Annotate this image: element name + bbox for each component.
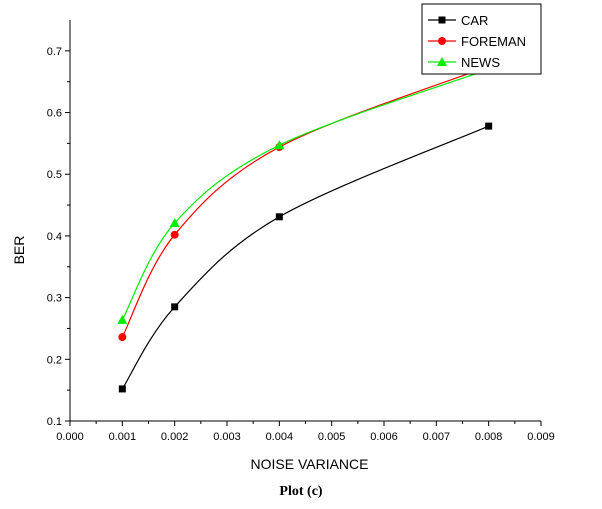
y-axis-title: BER [11, 236, 27, 265]
y-tick-label: 0.1 [47, 416, 62, 428]
legend-label-news: NEWS [461, 55, 500, 70]
data-point-news [169, 217, 180, 227]
x-tick-label: 0.001 [109, 431, 137, 443]
x-tick-label: 0.004 [266, 431, 294, 443]
series-line-news [121, 68, 489, 321]
x-tick-label: 0.006 [370, 431, 398, 443]
series-car [118, 122, 493, 393]
data-point-foreman [118, 333, 127, 342]
x-tick-label: 0.009 [527, 431, 555, 443]
x-axis-title: NOISE VARIANCE [251, 456, 369, 472]
y-tick-label: 0.6 [47, 108, 62, 120]
x-tick-label: 0.007 [423, 431, 451, 443]
legend: CAR FOREMAN NEWS [421, 3, 542, 75]
x-tick-label: 0.005 [318, 431, 346, 443]
legend-marker-foreman [438, 37, 446, 45]
data-point-news [274, 140, 285, 150]
series-line-foreman [121, 65, 489, 338]
data-point-foreman [170, 230, 179, 239]
series-line-car [121, 125, 489, 390]
series-news [117, 64, 494, 324]
legend-marker-news [437, 57, 447, 66]
data-point-car [485, 122, 493, 130]
y-tick-label: 0.7 [47, 46, 62, 58]
x-tick-label: 0.003 [213, 431, 241, 443]
legend-label-car: CAR [461, 13, 488, 28]
ber-line-chart: 0.000 0.001 0.002 0.003 0.004 0.005 0.006 0.007… [11, 3, 555, 472]
series-foreman [118, 62, 493, 342]
figure-caption: Plot (c) [279, 484, 323, 499]
data-point-car [118, 385, 126, 393]
data-point-news [117, 314, 128, 324]
x-tick-label: 0.008 [475, 431, 503, 443]
y-tick-label: 0.3 [47, 293, 62, 305]
axes: 0.000 0.001 0.002 0.003 0.004 0.005 0.006 0.007… [47, 20, 555, 443]
legend-label-foreman: FOREMAN [461, 34, 526, 49]
x-tick-label: 0.002 [161, 431, 189, 443]
y-tick-label: 0.2 [47, 354, 62, 366]
legend-marker-car [438, 16, 446, 24]
x-tick-label: 0.000 [56, 431, 84, 443]
data-point-car [275, 213, 283, 221]
series-layer [117, 62, 494, 393]
y-tick-label: 0.4 [47, 231, 62, 243]
data-point-car [171, 303, 179, 311]
y-tick-label: 0.5 [47, 169, 62, 181]
